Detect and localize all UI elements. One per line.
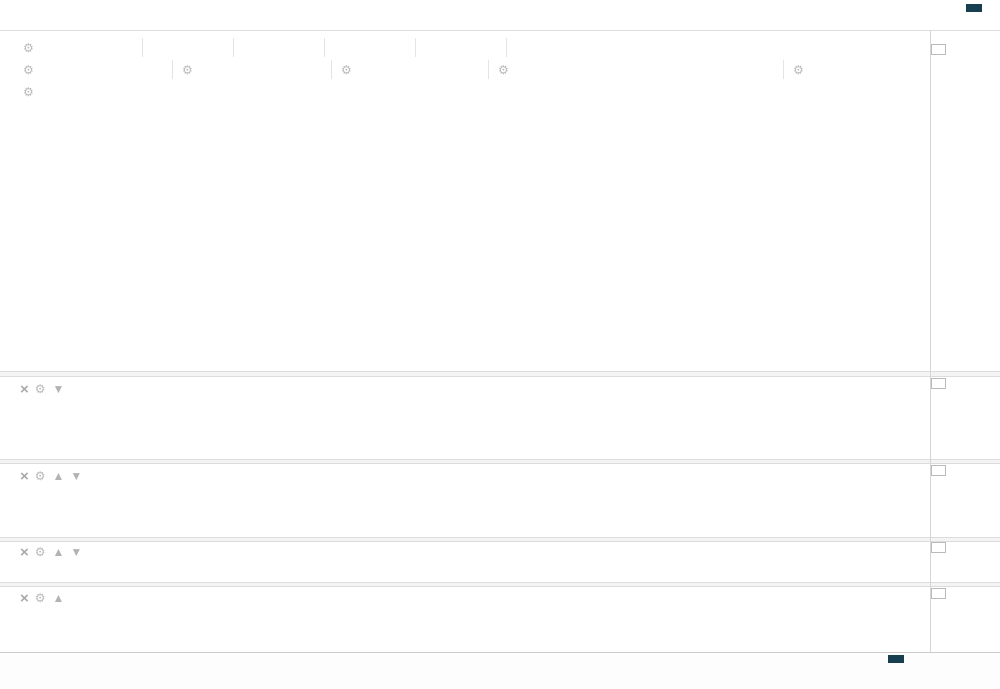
top-header-bar bbox=[0, 0, 1000, 31]
panel-collapse-handle[interactable] bbox=[931, 588, 946, 599]
sto-panel-header: × ⚙ ▲ ▼ bbox=[20, 543, 95, 561]
legend-row-price: ⚙ bbox=[14, 38, 525, 57]
close-value bbox=[416, 38, 507, 57]
legend-row-mm125: ⚙ bbox=[14, 82, 50, 101]
cursor-date-badge-top bbox=[966, 4, 982, 12]
legend-atrs[interactable]: ⚙ bbox=[784, 60, 820, 79]
gear-icon[interactable]: ⚙ bbox=[34, 591, 46, 605]
panel-collapse-handle[interactable] bbox=[931, 44, 946, 55]
gear-icon[interactable]: ⚙ bbox=[23, 62, 34, 77]
change-percent bbox=[507, 38, 525, 57]
gear-icon[interactable]: ⚙ bbox=[23, 84, 34, 99]
rsi-panel-header: × ⚙ ▲ bbox=[20, 589, 77, 607]
close-icon[interactable]: × bbox=[20, 380, 29, 398]
panel-collapse-handle[interactable] bbox=[931, 542, 946, 553]
panel-separator[interactable] bbox=[0, 459, 1000, 464]
move-down-icon[interactable]: ▼ bbox=[70, 469, 83, 483]
gear-icon[interactable]: ⚙ bbox=[182, 62, 193, 77]
open-value bbox=[143, 38, 234, 57]
legend-mm125[interactable]: ⚙ bbox=[14, 82, 50, 101]
move-up-icon[interactable]: ▲ bbox=[52, 545, 65, 559]
macd-panel-header: × ⚙ ▼ bbox=[20, 380, 77, 398]
panel-separator[interactable] bbox=[0, 537, 1000, 542]
close-icon[interactable]: × bbox=[20, 589, 29, 607]
gear-icon[interactable]: ⚙ bbox=[341, 62, 352, 77]
panel-separator[interactable] bbox=[0, 371, 1000, 377]
panel-collapse-handle[interactable] bbox=[931, 465, 946, 476]
move-up-icon[interactable]: ▲ bbox=[52, 591, 65, 605]
move-down-icon[interactable]: ▼ bbox=[70, 545, 83, 559]
gear-icon[interactable]: ⚙ bbox=[23, 40, 34, 55]
close-icon[interactable]: × bbox=[20, 543, 29, 561]
move-up-icon[interactable]: ▲ bbox=[52, 469, 65, 483]
gear-icon[interactable]: ⚙ bbox=[34, 469, 46, 483]
cursor-date-badge-bottom bbox=[888, 655, 904, 663]
panel-separator[interactable] bbox=[0, 582, 1000, 587]
legend-keltner[interactable]: ⚙ bbox=[489, 60, 784, 79]
low-value bbox=[325, 38, 416, 57]
dmi-panel-header: × ⚙ ▲ ▼ bbox=[20, 467, 95, 485]
panel-collapse-handle[interactable] bbox=[931, 378, 946, 389]
legend-mm20[interactable]: ⚙ bbox=[14, 60, 173, 79]
time-axis-bar bbox=[0, 652, 1000, 689]
gear-icon[interactable]: ⚙ bbox=[498, 62, 509, 77]
high-value bbox=[234, 38, 325, 57]
move-down-icon[interactable]: ▼ bbox=[52, 382, 65, 396]
gear-icon[interactable]: ⚙ bbox=[34, 382, 46, 396]
gear-icon[interactable]: ⚙ bbox=[793, 62, 804, 77]
legend-mm10[interactable]: ⚙ bbox=[332, 60, 489, 79]
legend-row-indicators: ⚙ ⚙ ⚙ ⚙ ⚙ bbox=[14, 60, 820, 79]
axis-divider bbox=[930, 30, 931, 689]
legend-mm62[interactable]: ⚙ bbox=[173, 60, 332, 79]
legend-cours[interactable]: ⚙ bbox=[14, 38, 143, 57]
close-icon[interactable]: × bbox=[20, 467, 29, 485]
gear-icon[interactable]: ⚙ bbox=[34, 545, 46, 559]
